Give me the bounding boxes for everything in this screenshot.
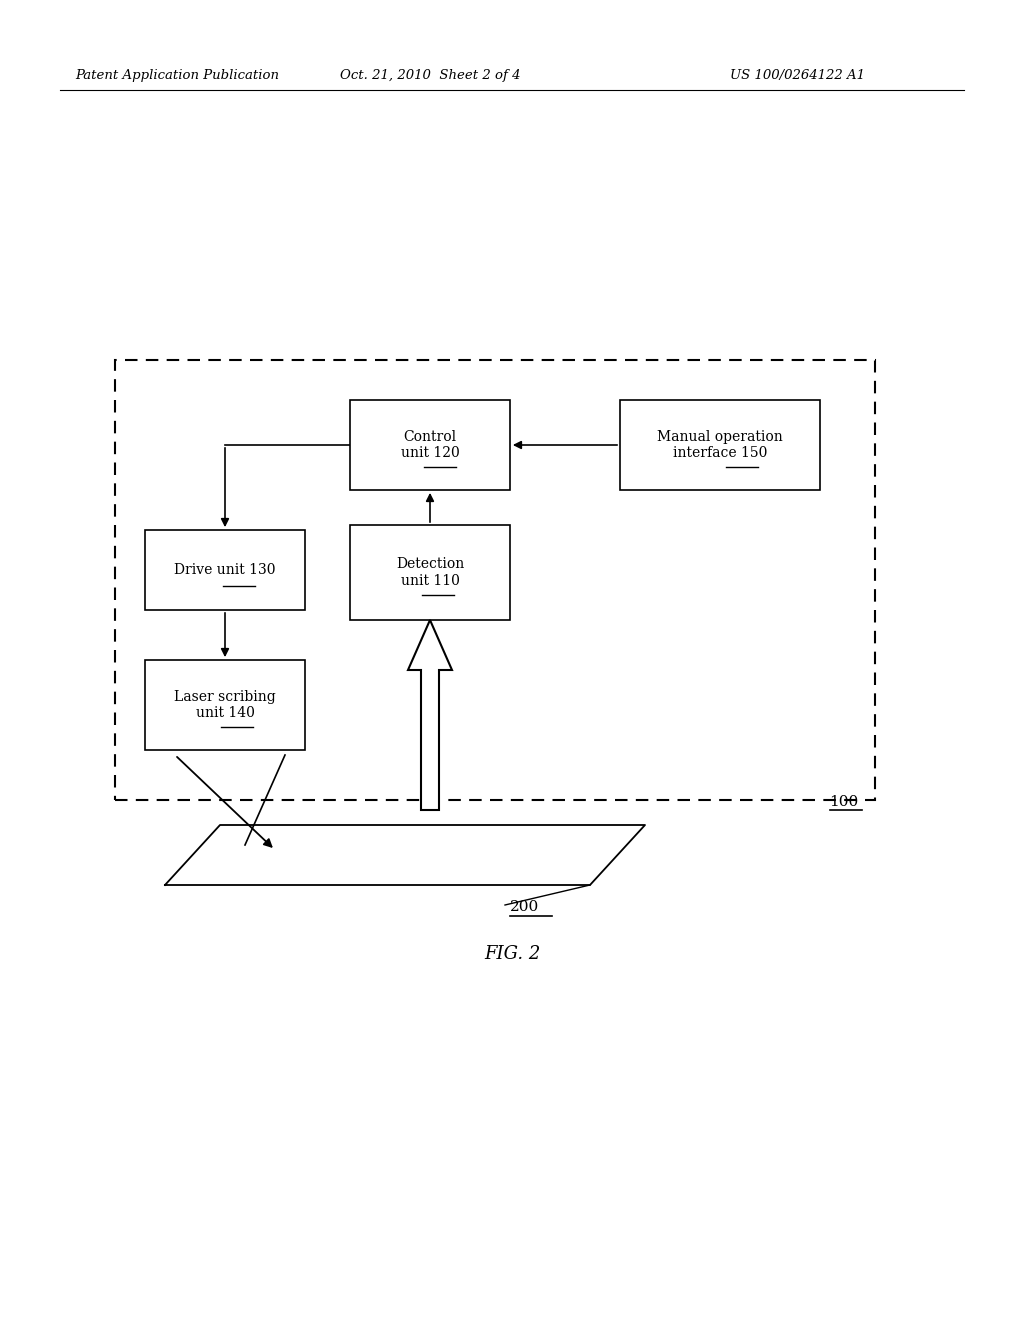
Text: 200: 200 [510,900,540,913]
Text: Manual operation
interface 150: Manual operation interface 150 [657,430,783,461]
Text: US 100/0264122 A1: US 100/0264122 A1 [730,69,865,82]
Text: FIG. 2: FIG. 2 [483,945,541,964]
Text: Detection
unit 110: Detection unit 110 [396,557,464,587]
Bar [115,360,874,800]
Bar [620,400,820,490]
Bar [350,525,510,620]
Text: Patent Application Publication: Patent Application Publication [75,69,279,82]
Bar [350,400,510,490]
Bar [145,531,305,610]
Text: Control
unit 120: Control unit 120 [400,430,460,461]
Text: Drive unit 130: Drive unit 130 [174,564,275,577]
Text: Oct. 21, 2010  Sheet 2 of 4: Oct. 21, 2010 Sheet 2 of 4 [340,69,520,82]
Bar [145,660,305,750]
Text: 100: 100 [828,795,858,809]
Text: Laser scribing
unit 140: Laser scribing unit 140 [174,690,275,721]
Polygon shape [408,620,452,810]
